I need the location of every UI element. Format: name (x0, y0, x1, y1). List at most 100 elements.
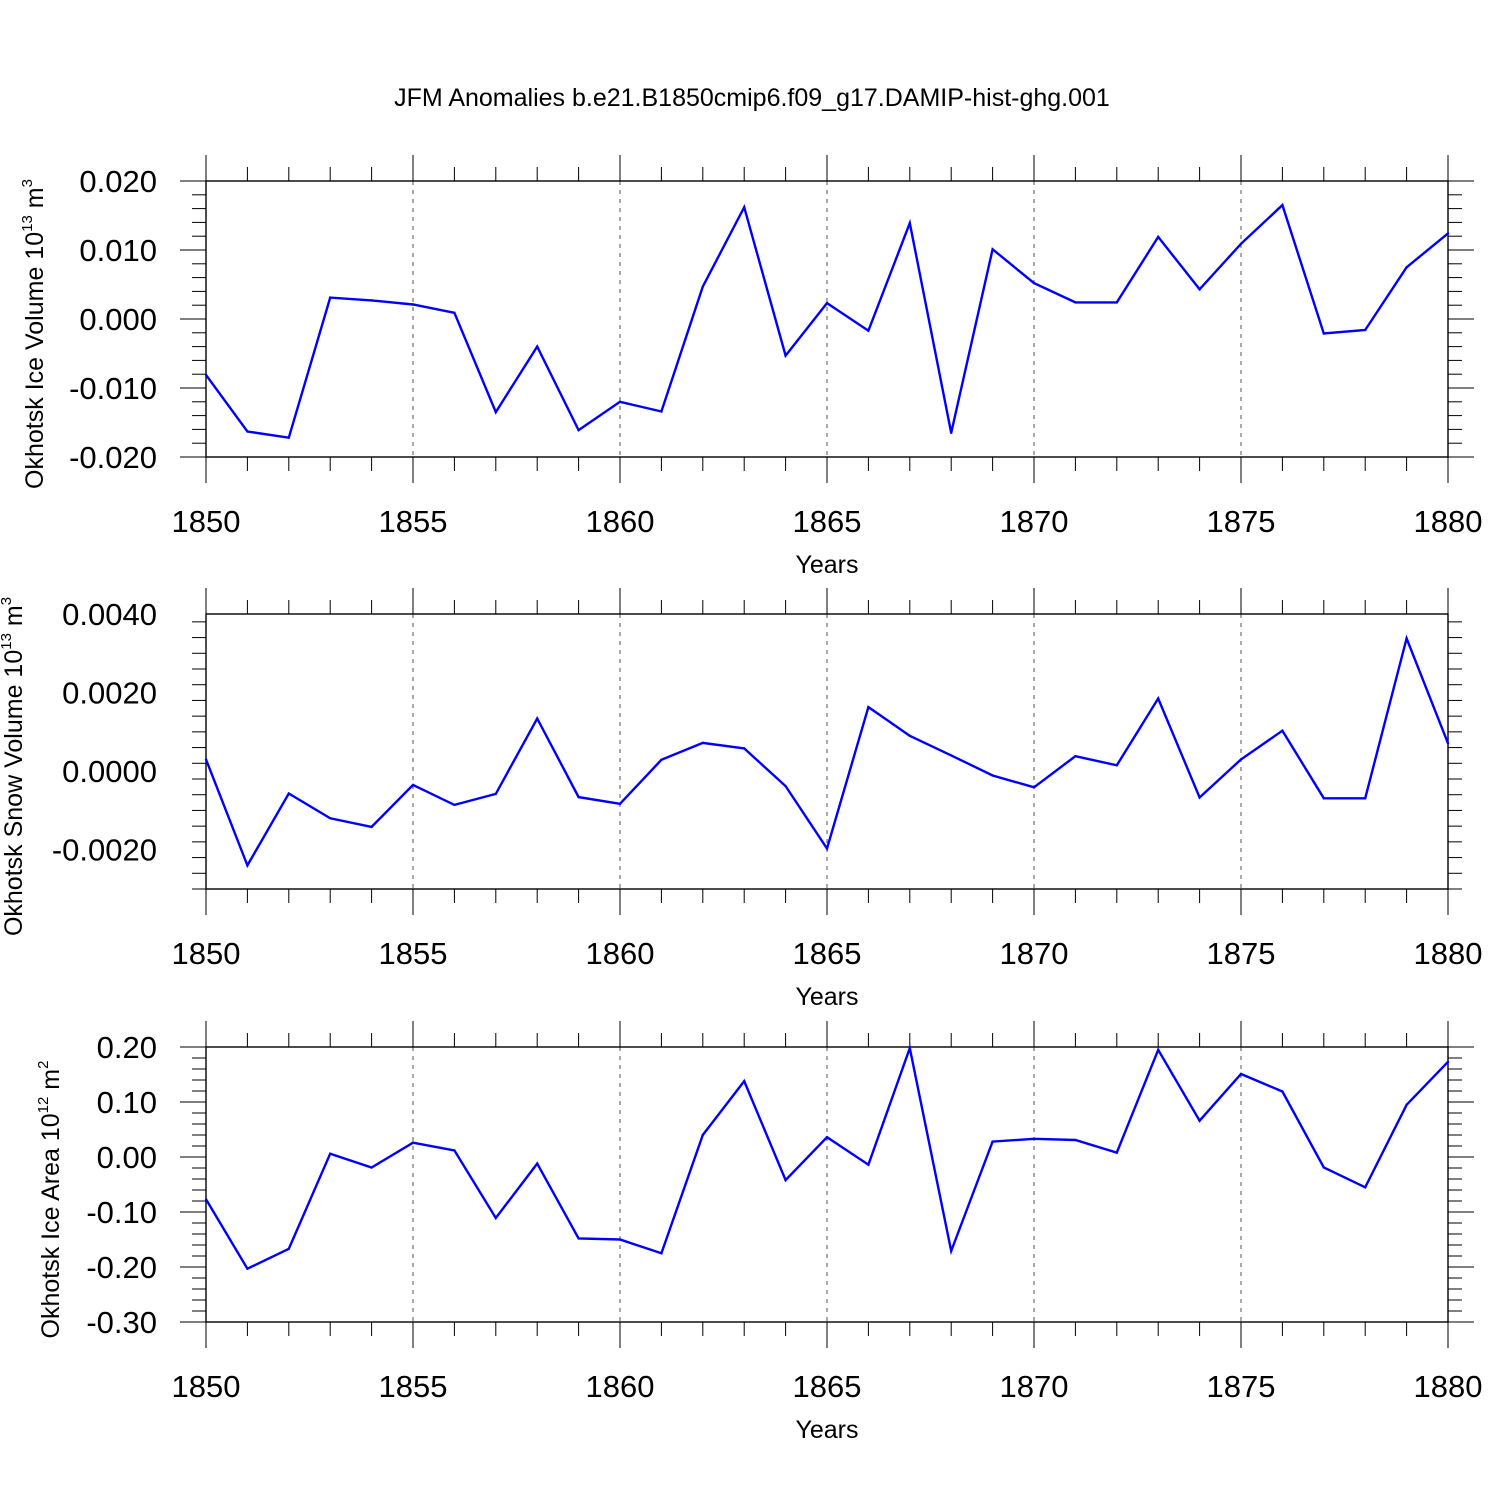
data-point (1157, 235, 1160, 239)
y-tick-label: -0.020 (69, 440, 157, 475)
data-point (825, 847, 829, 850)
data-point (1115, 1151, 1119, 1154)
x-tick-label: 1870 (1000, 936, 1069, 971)
data-point (577, 1237, 580, 1240)
data-point (1115, 301, 1119, 304)
y-label-superscript: 12 (35, 1097, 52, 1114)
data-point (370, 299, 373, 302)
data-point (453, 1149, 456, 1152)
data-point (329, 296, 332, 299)
y-label-text: m (37, 1069, 65, 1097)
data-point (743, 1079, 746, 1083)
data-point (1157, 697, 1160, 700)
y-axis-label: Okhotsk Snow Volume 1013 m3 (0, 597, 28, 936)
data-point (1364, 328, 1367, 332)
x-tick-label: 1865 (793, 1369, 862, 1404)
data-point (950, 754, 953, 757)
chart-panel-3: 1850 1855 1860 1865 1870 1875 1880 Years -0.30 -0… (35, 1021, 1482, 1444)
data-point (1074, 301, 1077, 304)
data-point (1446, 742, 1450, 745)
x-tick-label: 1875 (1207, 504, 1276, 539)
data-point (701, 285, 704, 288)
data-point (1198, 288, 1201, 291)
data-point (536, 345, 539, 348)
data-point (908, 1046, 911, 1050)
y-tick-label: 0.000 (79, 302, 157, 337)
data-point (660, 758, 663, 761)
data-point (329, 1152, 332, 1155)
data-point (411, 303, 415, 306)
data-point (1322, 797, 1326, 800)
chart-panel-2: 1850 1855 1860 1865 1870 1875 1880 Years -0.0020… (0, 588, 1482, 1011)
data-point (246, 864, 249, 867)
data-point (1364, 797, 1367, 800)
data-point (494, 1216, 497, 1220)
y-tick-label: 0.0000 (62, 754, 157, 789)
y-tick-label: -0.0020 (52, 833, 157, 868)
x-tick-label: 1865 (793, 936, 862, 971)
data-point (1446, 232, 1450, 235)
data-point (329, 817, 332, 820)
x-tick-label: 1850 (172, 936, 241, 971)
x-axis-label: Years (795, 983, 858, 1011)
x-tick-label: 1870 (1000, 1369, 1069, 1404)
y-axis-label: Okhotsk Ice Volume 1013 m3 (19, 179, 49, 489)
x-tick-label: 1860 (586, 936, 655, 971)
x-tick-label: 1855 (379, 504, 448, 539)
data-point (1157, 1048, 1160, 1051)
y-tick-label: 0.010 (79, 233, 157, 268)
y-label-superscript: 3 (19, 179, 36, 187)
x-tick-label: 1880 (1414, 936, 1483, 971)
data-point (660, 1252, 663, 1255)
data-point (1032, 281, 1036, 285)
data-point (411, 1141, 415, 1144)
data-point (991, 248, 994, 251)
y-tick-label: 0.20 (97, 1030, 157, 1065)
x-tick-label: 1855 (379, 1369, 448, 1404)
data-point (1322, 332, 1326, 335)
data-point (1322, 1166, 1326, 1169)
data-point (743, 747, 746, 750)
x-tick-label: 1850 (172, 1369, 241, 1404)
data-point (1198, 796, 1201, 799)
x-tick-label: 1875 (1207, 936, 1276, 971)
y-tick-label: 0.020 (79, 164, 157, 199)
data-point (1281, 1090, 1284, 1093)
data-point (701, 741, 704, 745)
data-point (453, 803, 456, 807)
data-point (370, 825, 373, 829)
x-tick-label: 1850 (172, 504, 241, 539)
data-point (1239, 242, 1243, 245)
data-point (908, 734, 911, 737)
data-point (867, 705, 870, 709)
data-point (701, 1133, 704, 1137)
x-tick-label: 1880 (1414, 504, 1483, 539)
y-tick-label: -0.10 (86, 1195, 157, 1230)
data-point (204, 1198, 208, 1201)
y-label-text: Okhotsk Ice Area 10 (37, 1113, 65, 1338)
x-axis-label: Years (795, 551, 858, 579)
y-label-superscript: 13 (19, 215, 36, 232)
data-point (287, 1247, 290, 1251)
data-point (784, 354, 787, 357)
data-point (950, 1249, 953, 1253)
data-point (1198, 1119, 1201, 1122)
y-tick-label: 0.0020 (62, 676, 157, 711)
data-point (1032, 1137, 1036, 1141)
data-point (1032, 786, 1036, 789)
data-point (494, 792, 497, 796)
data-point (867, 329, 870, 332)
data-point (825, 1136, 829, 1139)
y-tick-label: 0.0040 (62, 597, 157, 632)
data-point (867, 1163, 870, 1166)
data-point (618, 802, 622, 805)
y-label-text: m (0, 605, 28, 633)
data-point (1281, 203, 1284, 207)
y-label-text: m (21, 187, 49, 215)
data-point (1074, 1138, 1077, 1142)
data-point (743, 206, 746, 209)
x-tick-label: 1855 (379, 936, 448, 971)
data-point (204, 758, 208, 761)
y-label-text: Okhotsk Snow Volume 10 (0, 650, 28, 936)
